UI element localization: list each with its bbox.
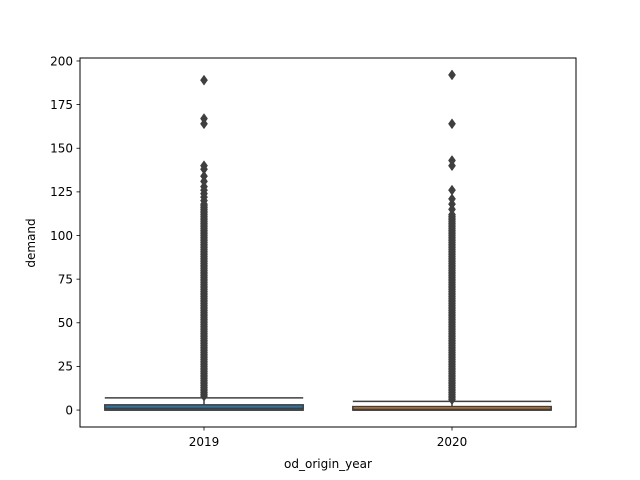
outlier-marker bbox=[448, 155, 456, 166]
plot-area bbox=[104, 69, 552, 411]
y-tick-label: 200 bbox=[50, 54, 73, 68]
x-axis: 2019 2020 bbox=[189, 427, 468, 449]
x-axis-label: od_origin_year bbox=[284, 457, 372, 471]
y-axis: 0 25 50 75 100 125 150 175 200 bbox=[50, 54, 80, 417]
outlier-marker bbox=[448, 193, 456, 205]
y-tick-label: 150 bbox=[50, 142, 73, 156]
x-tick-label: 2020 bbox=[437, 435, 468, 449]
y-tick-label: 75 bbox=[58, 272, 73, 286]
outlier-marker bbox=[448, 184, 456, 196]
outlier-marker bbox=[200, 113, 208, 124]
y-tick-label: 25 bbox=[58, 360, 73, 374]
outlier-marker bbox=[200, 74, 208, 86]
y-tick-label: 0 bbox=[65, 403, 73, 417]
box-2019 bbox=[104, 404, 304, 411]
x-tick-label: 2019 bbox=[189, 435, 220, 449]
y-tick-label: 125 bbox=[50, 185, 73, 199]
y-tick-label: 100 bbox=[50, 229, 73, 243]
outlier-marker bbox=[448, 69, 456, 81]
outlier-marker bbox=[448, 118, 456, 130]
box-2020 bbox=[352, 405, 552, 411]
outlier-marker bbox=[200, 160, 208, 172]
axes-frame bbox=[79, 57, 577, 428]
y-axis-label: demand bbox=[24, 218, 38, 267]
y-tick-label: 175 bbox=[50, 98, 73, 112]
y-tick-label: 50 bbox=[58, 316, 73, 330]
outlier-marker bbox=[200, 170, 208, 182]
